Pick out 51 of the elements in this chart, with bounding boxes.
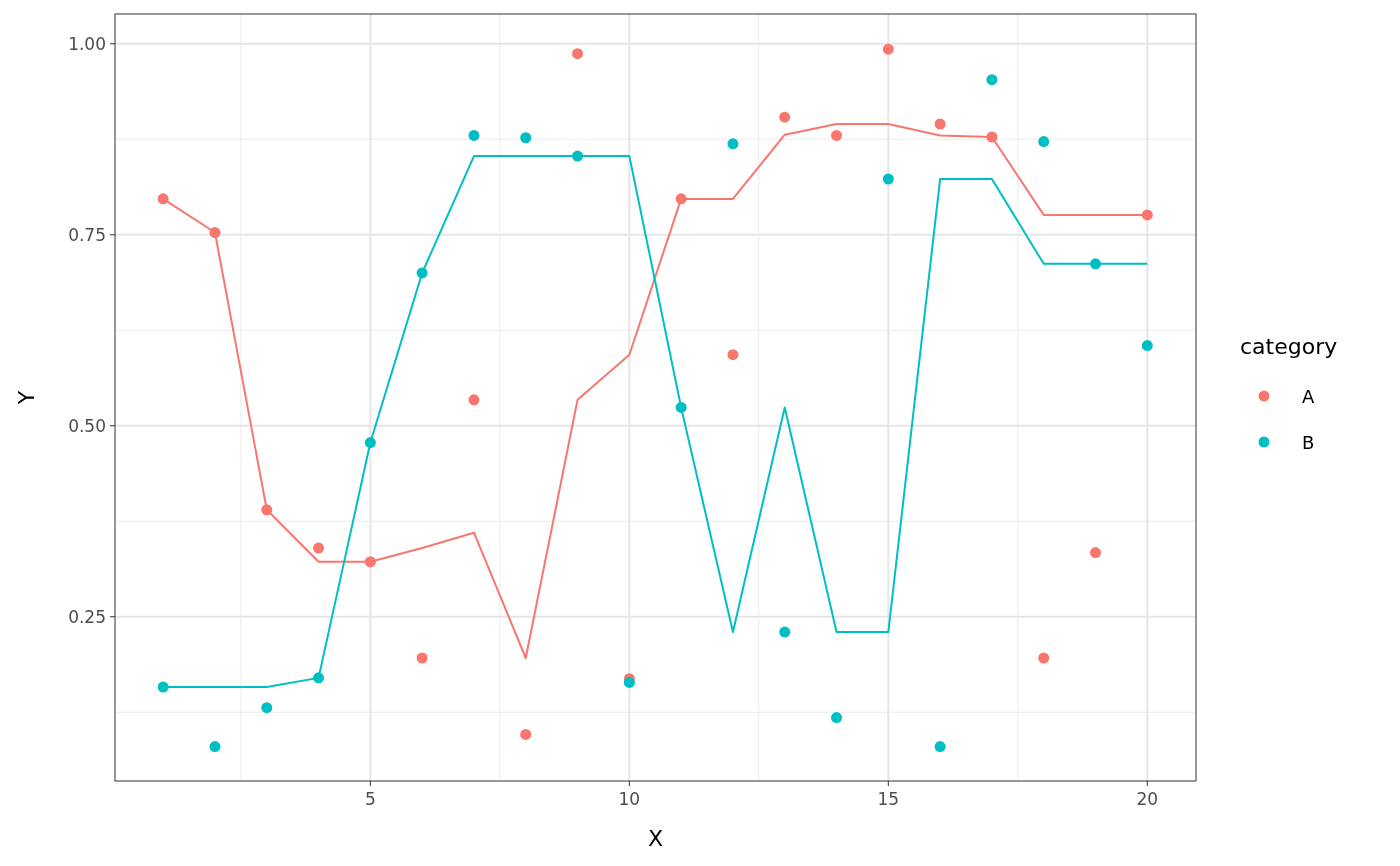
point: [675, 193, 687, 205]
point: [1141, 340, 1153, 352]
y-tick-label: 0.75: [68, 224, 106, 245]
point: [520, 132, 532, 144]
legend-label: B: [1302, 432, 1315, 453]
x-tick-label: 5: [364, 789, 376, 809]
point: [261, 504, 273, 516]
point: [157, 193, 169, 205]
point: [727, 349, 739, 361]
point: [364, 437, 376, 449]
point: [1141, 209, 1153, 221]
point: [572, 48, 584, 60]
y-tick-label: 1.00: [68, 33, 106, 54]
point: [934, 118, 946, 130]
point: [520, 728, 532, 740]
point: [1038, 136, 1050, 148]
point: [934, 741, 946, 753]
point: [416, 652, 428, 664]
point: [468, 394, 480, 406]
point: [313, 672, 325, 684]
point: [779, 626, 791, 638]
x-tick-label: 10: [618, 789, 641, 809]
legend-title: category: [1240, 334, 1338, 359]
point: [572, 150, 584, 162]
point: [468, 129, 480, 141]
point: [157, 681, 169, 693]
point: [986, 131, 998, 143]
point: [675, 401, 687, 413]
point: [882, 43, 894, 55]
point: [261, 702, 273, 714]
y-axis-title: Y: [14, 390, 39, 406]
point: [882, 173, 894, 185]
point: [831, 712, 843, 724]
x-axis-title: X: [647, 826, 664, 851]
x-tick-label: 20: [1136, 789, 1159, 809]
point: [831, 129, 843, 141]
y-tick-label: 0.25: [68, 606, 106, 627]
point: [1038, 652, 1050, 664]
point: [779, 111, 791, 123]
point: [313, 542, 325, 554]
point: [1090, 258, 1102, 270]
point: [1090, 547, 1102, 559]
legend-label: A: [1302, 386, 1315, 407]
point: [209, 226, 221, 238]
x-tick-label: 15: [877, 789, 900, 809]
point: [209, 741, 221, 753]
point: [727, 138, 739, 150]
y-tick-label: 0.50: [68, 415, 106, 436]
point: [364, 556, 376, 568]
point: [986, 74, 998, 86]
point: [416, 267, 428, 279]
